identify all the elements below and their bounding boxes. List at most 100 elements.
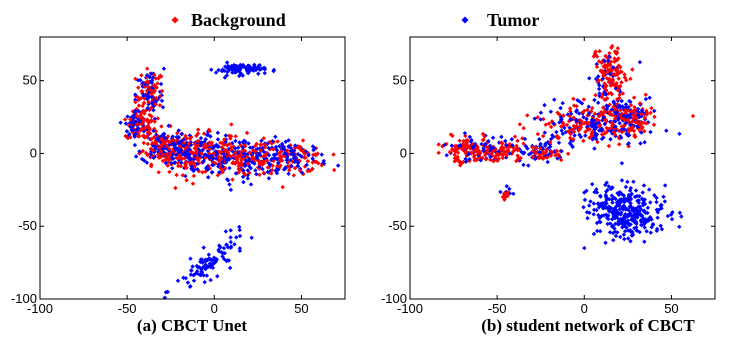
panel-a-point-background [240,147,246,153]
panel-b-point-tumor [627,188,633,193]
panel-b-point-tumor [626,236,631,241]
panel-b-point-tumor [659,227,665,232]
panel-b-point-tumor [661,194,666,200]
panel-a-point-background [140,148,146,154]
panel-a-point-background [160,152,165,157]
panel-b-point-background [604,54,609,59]
panel-a-point-background [141,140,147,146]
panel-b-point-tumor [538,141,543,147]
panel-a-point-background [297,168,303,173]
panel-a-point-background [181,140,186,146]
panel-b-point-tumor [601,115,606,120]
panel-b-point-background [512,146,517,152]
panel-a-point-background [140,133,146,139]
panel-a-point-tumor [281,144,287,150]
panel-b-point-tumor [613,221,618,226]
panel-b-point-tumor [632,219,637,225]
panel-a-point-background [152,84,157,89]
panel-b-point-tumor [626,195,632,201]
panel-a-point-tumor [335,163,341,168]
panel-a-point-tumor [141,93,146,99]
panel-b-point-background [579,118,584,124]
panel-a-point-background [149,136,154,142]
panel-b-point-tumor [610,223,616,229]
panel-b-point-background [605,96,610,101]
panel-a-point-background [302,151,307,157]
panel-b-point-tumor [596,74,601,79]
panel-b-point-tumor [590,121,595,126]
panel-b-point-tumor [611,99,616,104]
panel-b-point-tumor [670,210,675,215]
panel-a-point-background [233,150,238,155]
panel-b-point-background [612,116,618,121]
panel-a-point-background [310,166,315,172]
panel-a-point-background [128,117,133,122]
panel-b-point-tumor [588,199,593,204]
panel-a-point-tumor [163,160,168,166]
panel-b-point-tumor [654,199,659,205]
panel-a-point-tumor [222,154,227,160]
panel-b-point-background [577,117,583,123]
panel-a-point-background [144,134,149,140]
panel-b-point-tumor [654,228,660,233]
panel-b-point-tumor [582,245,587,251]
panel-b-point-tumor [662,183,668,188]
panel-a-point-background [234,159,239,164]
panel-b-point-tumor [548,109,553,114]
panel-a-point-background [230,177,235,182]
panel-b-point-background [501,145,507,151]
panel-b-point-tumor [629,191,634,197]
panel-a-point-background [170,137,176,143]
panel-a-point-background [142,96,147,101]
panel-a-point-background [244,130,250,136]
panel-b-point-background [690,113,696,119]
panel-a-point-tumor [160,105,166,110]
panel-a-point-tumor [188,256,193,261]
panel-a-point-background [142,111,147,116]
panel-a-point-background [253,143,258,149]
panel-b-point-tumor [570,144,575,150]
panel-b-point-background [610,79,615,84]
panel-a-point-tumor [221,256,227,262]
panel-b-point-tumor [639,223,644,228]
panel-b-point-background [609,112,615,117]
panel-b-point-tumor [607,230,613,235]
panel-b-point-tumor [597,83,602,88]
panel-b-point-background [644,121,649,126]
panel-b-point-background [545,155,550,160]
panel-b-point-tumor [547,144,553,149]
panel-a-point-tumor [179,131,184,137]
panel-b-point-tumor [603,182,608,188]
panel-a-point-background [258,161,263,167]
panel-a-point-background [292,165,298,171]
panel-b-point-tumor [623,206,628,211]
panel-a-point-background [230,160,235,166]
panel-a-point-background [245,154,250,159]
panel-b-point-tumor [606,213,611,218]
panel-b-point-tumor [607,71,613,77]
panel-b-point-tumor [624,198,630,203]
panel-a-point-tumor [169,160,174,166]
panel-a-point-tumor [151,71,156,76]
panel-a-cbct-unet: -100 -50 0 50 -100 -50 0 50 (a) CBCT Unet [11,36,346,335]
panel-a-point-background [222,147,228,153]
panel-a-point-tumor [237,73,242,79]
panel-b-point-tumor [463,159,469,164]
panel-b-point-tumor [612,226,617,231]
panel-a-point-tumor [203,257,208,262]
panel-b-point-background [533,145,539,150]
panel-b-point-tumor [467,134,473,140]
panel-b-point-tumor [606,184,611,189]
panel-b-point-tumor [596,86,602,92]
panel-a-point-tumor [230,64,236,69]
panel-b-point-background [628,109,634,115]
panel-a-point-tumor [184,140,189,145]
panel-a-point-background [286,164,291,169]
panel-a-point-tumor [228,245,233,250]
panel-b-point-tumor [603,192,608,198]
panel-a-point-background [159,124,164,129]
panel-b-point-tumor [603,240,608,245]
panel-b-point-tumor [637,59,643,65]
panel-b-point-background [593,92,598,98]
panel-b-point-tumor [584,116,589,122]
